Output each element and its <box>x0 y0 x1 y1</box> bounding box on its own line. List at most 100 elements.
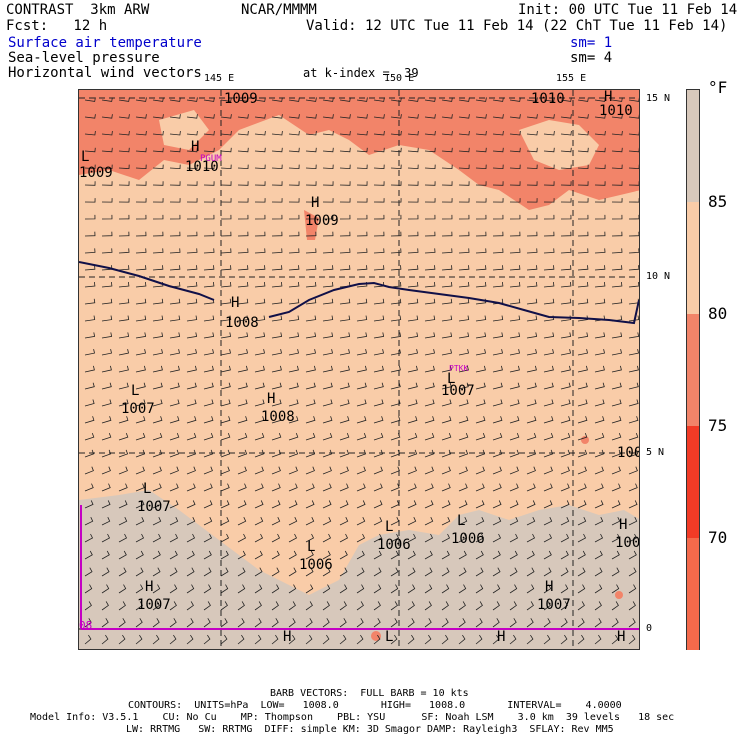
wind-barb <box>237 500 247 509</box>
pressure-center-l-1007b: L <box>447 371 456 387</box>
wind-barb <box>169 517 179 526</box>
wind-barb <box>543 550 552 560</box>
wind-barb <box>526 601 534 611</box>
wind-barb <box>611 198 623 203</box>
wind-barb <box>339 483 349 492</box>
colorbar-segment-75-80 <box>687 314 699 426</box>
wind-barb <box>543 265 555 271</box>
wind-barb <box>271 365 282 373</box>
wind-barb <box>390 365 401 373</box>
wind-barb <box>254 214 266 220</box>
wind-barb <box>509 265 521 271</box>
wind-barb <box>526 618 534 628</box>
wind-barb <box>577 584 586 594</box>
wind-barb <box>84 231 96 237</box>
wind-barb <box>135 634 143 645</box>
wind-barb <box>373 601 381 611</box>
wind-barb <box>203 601 211 611</box>
wind-barb <box>509 181 521 186</box>
wind-barb <box>203 382 214 390</box>
wind-barb <box>560 332 572 339</box>
wind-barb <box>254 517 264 526</box>
wind-barb <box>577 432 588 441</box>
wind-barb <box>135 500 145 509</box>
wind-barb <box>169 466 179 475</box>
wind-barb <box>458 265 470 271</box>
wind-barb <box>458 332 470 339</box>
wind-barb <box>509 533 519 543</box>
wind-barb <box>220 618 228 628</box>
wind-barb <box>611 618 619 628</box>
wind-barb <box>356 500 366 509</box>
wind-barb <box>254 399 265 407</box>
wind-barb <box>356 584 365 594</box>
wind-barb <box>526 332 538 339</box>
wind-barb <box>356 618 364 628</box>
wind-barb <box>373 349 384 356</box>
wind-barb <box>526 584 535 594</box>
wind-barb <box>135 550 144 560</box>
wind-barb <box>101 601 109 611</box>
footer-physics: LW: RRTMG SW: RRTMG DIFF: simple KM: 3D … <box>126 724 614 735</box>
wind-barb <box>118 365 129 373</box>
wind-barb <box>509 399 520 407</box>
wind-barb <box>526 281 538 288</box>
wind-barb <box>492 634 500 645</box>
wind-barb <box>271 181 283 186</box>
wind-barb <box>577 567 586 577</box>
wind-barb <box>441 567 450 577</box>
wind-barb <box>339 432 350 441</box>
wind-barb <box>475 483 485 492</box>
wind-barb <box>560 214 572 220</box>
wind-barb <box>458 449 469 458</box>
wind-barb <box>288 483 298 492</box>
wind-barb <box>254 164 266 170</box>
wind-barb <box>407 298 419 305</box>
temp-island-cool-1 <box>519 120 599 170</box>
wind-barb <box>390 584 399 594</box>
wind-barb <box>611 281 623 288</box>
wind-barb <box>543 97 555 102</box>
wind-barb <box>577 298 589 305</box>
wind-barb <box>220 601 228 611</box>
wind-barb <box>152 550 161 560</box>
pressure-center-h-south2: H <box>497 629 506 645</box>
wind-barb <box>203 567 212 577</box>
wind-barb <box>356 517 366 526</box>
wind-barb <box>373 298 385 305</box>
wind-barb <box>152 584 161 594</box>
wind-barb <box>220 214 232 220</box>
wind-barb <box>305 584 314 594</box>
wind-barb <box>322 517 332 526</box>
warm-spot-2 <box>615 591 623 599</box>
wind-barb <box>305 349 316 356</box>
wind-barb <box>526 416 537 424</box>
wind-barb <box>577 97 589 102</box>
wind-barb <box>84 500 94 509</box>
wind-barb <box>101 315 113 322</box>
wind-barb <box>543 114 555 119</box>
wind-barb <box>186 214 198 220</box>
wind-barb <box>390 281 402 288</box>
wind-barb <box>526 198 538 203</box>
wind-barb <box>560 181 572 186</box>
wind-barb <box>441 416 452 424</box>
wind-barb <box>475 198 487 203</box>
wind-barb <box>237 382 248 390</box>
wind-barb <box>220 533 230 543</box>
wind-barb <box>101 365 112 373</box>
wind-barb <box>186 298 198 305</box>
wind-barb <box>424 500 434 509</box>
wind-barb <box>390 601 398 611</box>
wind-barb <box>475 130 487 136</box>
wind-barb <box>526 315 538 322</box>
wind-barb <box>237 365 248 373</box>
wind-barb <box>339 533 349 543</box>
wind-barb <box>356 198 368 203</box>
forecast-hour: Fcst: 12 h <box>6 18 108 34</box>
wind-barb <box>594 500 604 509</box>
wind-barb <box>135 248 147 254</box>
wind-barb <box>169 130 181 136</box>
wind-barb <box>237 231 249 237</box>
wind-barb <box>186 181 198 186</box>
